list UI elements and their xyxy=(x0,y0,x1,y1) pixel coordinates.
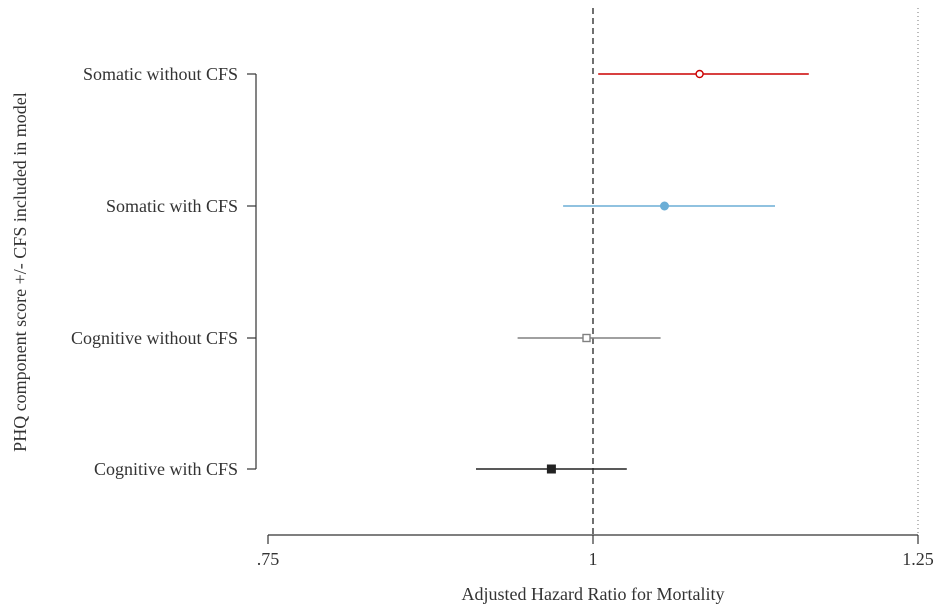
x-tick-label: .75 xyxy=(257,549,280,569)
confidence-intervals xyxy=(476,73,809,470)
y-tick-label: Somatic without CFS xyxy=(83,64,238,84)
point-estimate-marker xyxy=(695,69,704,79)
point-estimates xyxy=(546,69,704,474)
y-axis-ticks: Somatic without CFS Somatic with CFS Cogni… xyxy=(71,64,256,479)
y-tick-label: Somatic with CFS xyxy=(106,196,238,216)
point-estimate-marker xyxy=(582,333,591,343)
point-estimate-marker xyxy=(546,464,556,474)
x-tick-label: 1.25 xyxy=(902,549,934,569)
x-axis-title: Adjusted Hazard Ratio for Mortality xyxy=(462,584,725,604)
x-tick-label: 1 xyxy=(589,549,598,569)
y-tick-label: Cognitive with CFS xyxy=(94,459,238,479)
point-estimate-marker xyxy=(660,201,669,211)
y-axis-title: PHQ component score +/- CFS included in … xyxy=(10,92,30,452)
x-axis-ticks: .75 1 1.25 xyxy=(257,535,934,569)
y-tick-label: Cognitive without CFS xyxy=(71,328,238,348)
